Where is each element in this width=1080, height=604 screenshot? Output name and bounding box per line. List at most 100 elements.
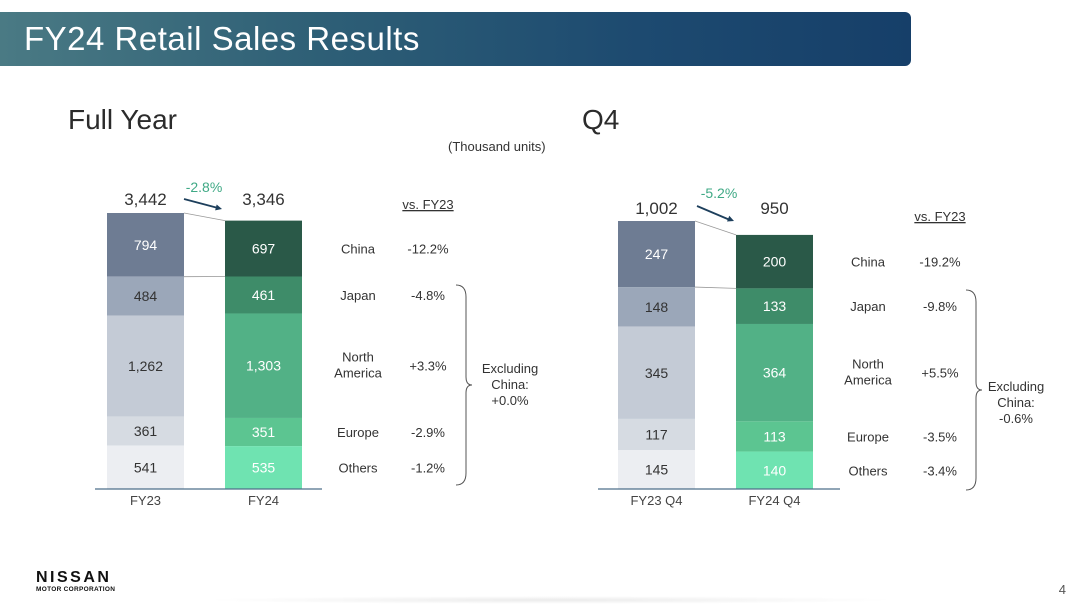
bar-value-label-curr-0: 200	[763, 254, 787, 270]
bar-value-label-curr-4: 535	[252, 460, 276, 476]
connector-china	[694, 286, 737, 289]
excluding-china-line-1: China:	[997, 395, 1035, 410]
bar-segment-prev-4	[618, 450, 695, 489]
series-name-0: China	[851, 255, 886, 270]
full-year-title: Full Year	[68, 104, 177, 135]
bar-segment-curr-1	[225, 276, 302, 314]
total-change-label: -5.2%	[701, 185, 738, 201]
bar-segment-prev-4	[107, 445, 184, 489]
bar-segment-curr-3	[736, 421, 813, 452]
bar-segment-prev-3	[618, 418, 695, 451]
bar-value-label-curr-4: 140	[763, 462, 787, 478]
excluding-china-line-2: -0.6%	[999, 411, 1033, 426]
change-arrow-line	[696, 205, 731, 221]
total-label-1: 3,346	[242, 190, 285, 209]
series-name-1: Japan	[340, 288, 375, 303]
change-arrow-line	[183, 198, 219, 209]
bar-value-label-prev-4: 541	[134, 459, 158, 475]
bar-segment-curr-4	[736, 451, 813, 489]
bar-value-label-curr-2: 364	[763, 365, 787, 381]
bar-value-label-curr-3: 113	[763, 428, 786, 444]
series-name-2-line2: America	[334, 366, 382, 381]
bar-value-label-prev-3: 117	[645, 427, 668, 443]
page-title: FY24 Retail Sales Results	[24, 20, 420, 57]
series-change-2: +3.3%	[409, 359, 447, 374]
series-change-4: -3.4%	[923, 463, 957, 478]
excluding-china-brace	[455, 284, 473, 486]
bar-segment-prev-3	[107, 416, 184, 446]
series-change-0: -12.2%	[407, 242, 449, 257]
vs-label: vs. FY23	[914, 209, 965, 224]
bar-segment-curr-2	[736, 323, 813, 422]
series-change-3: -3.5%	[923, 429, 957, 444]
bar-value-label-curr-1: 133	[763, 298, 787, 314]
bar-value-label-curr-2: 1,303	[246, 358, 281, 374]
series-change-1: -9.8%	[923, 299, 957, 314]
series-name-3: Europe	[337, 425, 379, 440]
bar-segment-prev-1	[107, 276, 184, 316]
vs-label: vs. FY23	[402, 197, 453, 212]
series-change-4: -1.2%	[411, 461, 445, 476]
bar-segment-prev-2	[107, 315, 184, 417]
series-name-2-line1: North	[852, 357, 884, 372]
series-name-1: Japan	[850, 299, 885, 314]
bar-value-label-prev-2: 1,262	[128, 358, 163, 374]
bar-segment-prev-1	[618, 287, 695, 327]
footer-shadow	[200, 596, 900, 604]
series-name-4: Others	[338, 461, 378, 476]
change-arrow-head	[215, 204, 222, 211]
change-arrow-head	[727, 215, 734, 222]
series-name-3: Europe	[847, 429, 889, 444]
logo-main-text: NISSAN	[36, 569, 112, 586]
excluding-china-line-1: China:	[491, 377, 529, 392]
bar-segment-curr-2	[225, 313, 302, 418]
bar-segment-curr-3	[225, 417, 302, 447]
series-name-4: Others	[848, 463, 888, 478]
bar-value-label-curr-1: 461	[252, 287, 276, 303]
bar-value-label-prev-0: 247	[645, 246, 669, 262]
bar-segment-curr-0	[225, 220, 302, 277]
bar-segment-curr-0	[736, 234, 813, 289]
bar-segment-curr-4	[225, 446, 302, 489]
category-label-1: FY24 Q4	[748, 493, 800, 508]
nissan-logo: NISSAN MOTOR CORPORATION	[36, 569, 116, 594]
q4-title: Q4	[582, 104, 620, 135]
bar-value-label-prev-4: 145	[645, 462, 669, 478]
bar-value-label-curr-0: 697	[252, 241, 276, 257]
series-name-0: China	[341, 242, 376, 257]
series-name-2-line1: North	[342, 350, 374, 365]
excluding-china-brace	[965, 289, 983, 491]
units-note: (Thousand units)	[448, 139, 546, 154]
excluding-china-line-2: +0.0%	[491, 393, 529, 408]
series-change-0: -19.2%	[919, 255, 961, 270]
bar-value-label-prev-1: 148	[645, 299, 669, 315]
bar-segment-prev-0	[107, 213, 184, 277]
bar-segment-curr-1	[736, 288, 813, 324]
bar-segment-prev-2	[618, 326, 695, 419]
category-label-0: FY23 Q4	[630, 493, 682, 508]
page-number: 4	[1058, 582, 1066, 597]
bar-value-label-curr-3: 351	[252, 424, 276, 440]
excluding-china-line-0: Excluding	[482, 361, 538, 376]
category-label-0: FY23	[130, 493, 161, 508]
series-change-2: +5.5%	[921, 366, 959, 381]
series-name-2-line2: America	[844, 373, 892, 388]
series-change-1: -4.8%	[411, 288, 445, 303]
bar-value-label-prev-0: 794	[134, 237, 158, 253]
total-change-label: -2.8%	[186, 179, 223, 195]
bar-value-label-prev-1: 484	[134, 288, 158, 304]
total-label-0: 3,442	[124, 190, 167, 209]
title-bar: FY24 Retail Sales Results	[0, 12, 911, 66]
connector-top	[183, 212, 226, 222]
total-label-0: 1,002	[635, 199, 678, 218]
category-label-1: FY24	[248, 493, 279, 508]
connector-top	[694, 220, 737, 236]
excluding-china-line-0: Excluding	[988, 379, 1044, 394]
logo-sub-text: MOTOR CORPORATION	[36, 586, 116, 593]
bar-value-label-prev-3: 361	[134, 423, 158, 439]
series-change-3: -2.9%	[411, 425, 445, 440]
bar-value-label-prev-2: 345	[645, 365, 669, 381]
total-label-1: 950	[760, 199, 788, 218]
bar-segment-prev-0	[618, 221, 695, 288]
